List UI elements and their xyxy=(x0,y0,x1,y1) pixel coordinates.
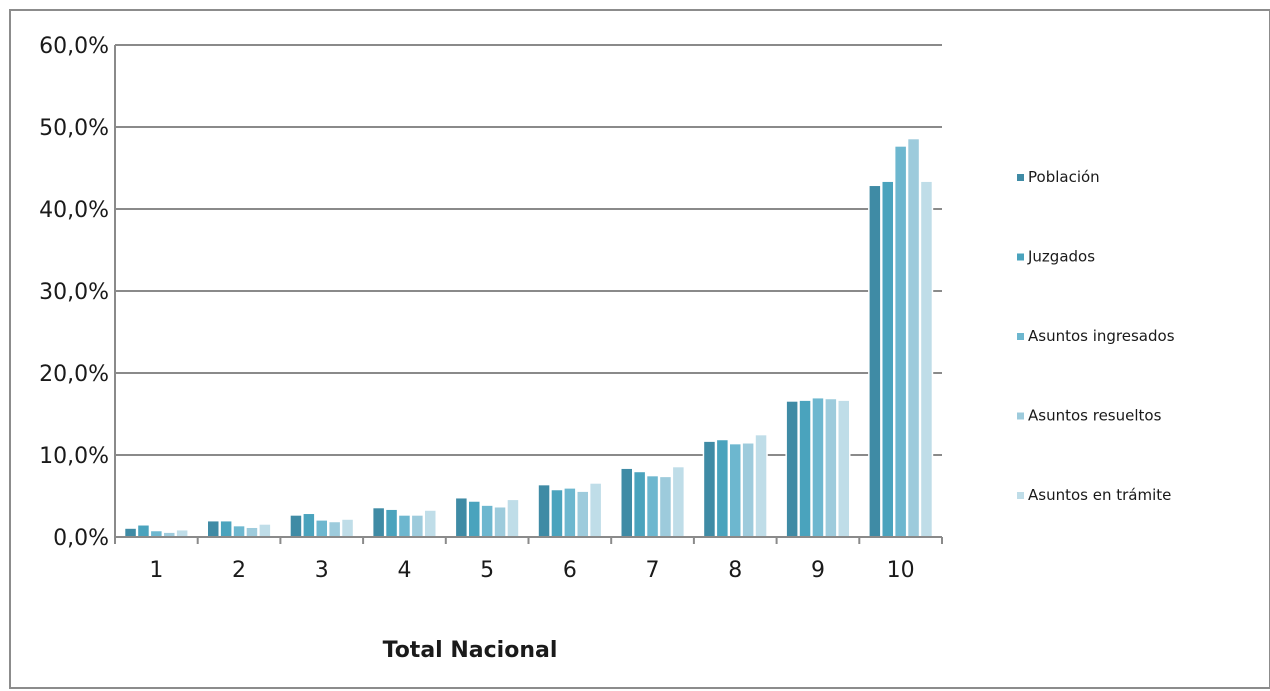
x-tick-label: 1 xyxy=(149,558,163,583)
y-tick-labels: 0,0% 10,0% 20,0% 30,0% 40,0% 50,0% 60,0% xyxy=(39,34,109,551)
x-tick-label: 6 xyxy=(563,558,577,583)
y-tick-label: 10,0% xyxy=(39,444,109,469)
bar xyxy=(469,501,480,537)
legend: Población Juzgados Asuntos ingresados Asunt… xyxy=(1017,168,1175,504)
bar-chart: 0,0% 10,0% 20,0% 30,0% 40,0% 50,0% 60,0% 1 2 3 4 5… xyxy=(39,34,1175,663)
y-tick-label: 50,0% xyxy=(39,116,109,141)
legend-swatch xyxy=(1017,174,1024,181)
x-axis-title: Total Nacional xyxy=(383,638,558,663)
bar xyxy=(551,490,563,537)
bar xyxy=(634,472,645,537)
y-tick-label: 0,0% xyxy=(53,526,109,551)
bar xyxy=(869,186,881,538)
legend-swatch xyxy=(1017,333,1024,340)
bar xyxy=(538,485,550,537)
chart-frame: 0,0% 10,0% 20,0% 30,0% 40,0% 50,0% 60,0% 1 2 3 4 5… xyxy=(9,9,1270,689)
bar xyxy=(342,519,353,537)
bar xyxy=(138,525,149,537)
bar xyxy=(386,509,397,537)
legend-swatch xyxy=(1017,412,1024,420)
y-tick-label: 60,0% xyxy=(39,34,109,59)
bar xyxy=(246,527,258,537)
y-tick-label: 30,0% xyxy=(39,280,109,305)
bar xyxy=(329,522,340,537)
bar xyxy=(717,440,728,537)
bar xyxy=(303,514,315,537)
bar xyxy=(125,528,136,537)
bar xyxy=(425,510,436,537)
bar xyxy=(799,400,811,537)
bar xyxy=(882,181,893,537)
bar xyxy=(316,520,327,537)
legend-label: Asuntos en trámite xyxy=(1028,486,1171,504)
x-tick-label: 8 xyxy=(728,558,742,583)
bar xyxy=(673,467,684,537)
x-tick-label: 10 xyxy=(887,558,915,583)
y-tick-label: 20,0% xyxy=(39,362,109,387)
bar xyxy=(908,139,919,538)
bar xyxy=(507,500,519,537)
legend-swatch xyxy=(1017,253,1024,261)
bar xyxy=(176,530,188,537)
legend-label: Asuntos resueltos xyxy=(1028,407,1162,425)
x-tick-label: 3 xyxy=(315,558,329,583)
bar xyxy=(481,505,493,537)
bar xyxy=(755,435,767,537)
bar xyxy=(373,508,384,537)
gridlines xyxy=(115,44,942,456)
bar xyxy=(921,181,932,537)
x-tick-label: 2 xyxy=(232,558,246,583)
bar xyxy=(494,507,506,537)
bar xyxy=(812,398,824,537)
bar xyxy=(164,532,175,537)
x-tick-label: 7 xyxy=(646,558,660,583)
bar xyxy=(233,526,245,537)
bar xyxy=(660,477,671,537)
y-tick-label: 40,0% xyxy=(39,198,109,223)
legend-swatch xyxy=(1017,492,1024,499)
bar xyxy=(704,441,715,537)
bar xyxy=(577,491,588,537)
bar xyxy=(825,399,837,537)
bar xyxy=(399,515,410,537)
bar xyxy=(220,521,232,537)
bar xyxy=(895,146,906,537)
bar xyxy=(412,515,423,537)
legend-label: Asuntos ingresados xyxy=(1028,327,1175,345)
axes xyxy=(114,45,943,544)
bar xyxy=(456,498,467,537)
x-tick-label: 9 xyxy=(811,558,825,583)
bar xyxy=(208,521,219,537)
x-tick-label: 5 xyxy=(480,558,494,583)
bars xyxy=(123,137,934,538)
bar xyxy=(151,531,162,537)
legend-label: Juzgados xyxy=(1027,248,1095,266)
bar xyxy=(259,524,271,537)
bar xyxy=(590,483,601,537)
bar xyxy=(742,443,754,537)
bar xyxy=(290,515,302,537)
x-tick-label: 4 xyxy=(397,558,411,583)
legend-label: Población xyxy=(1028,168,1100,186)
x-tick-labels: 1 2 3 4 5 6 7 8 9 10 xyxy=(149,558,914,583)
bar xyxy=(647,476,658,537)
bar xyxy=(564,488,576,537)
bar xyxy=(621,468,632,537)
bar xyxy=(786,401,798,537)
bar xyxy=(730,444,741,537)
bar xyxy=(838,400,849,537)
